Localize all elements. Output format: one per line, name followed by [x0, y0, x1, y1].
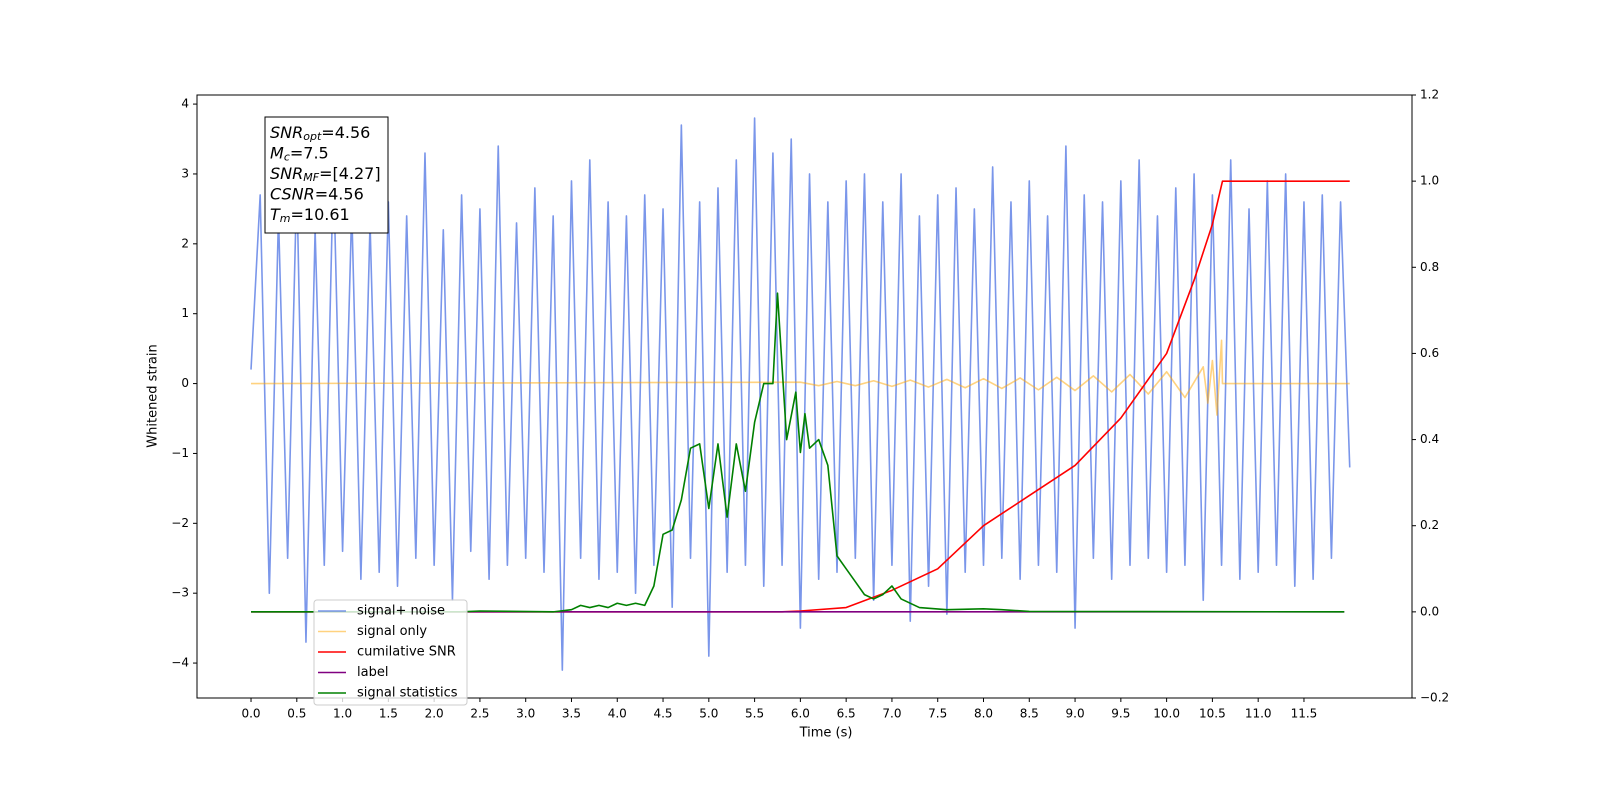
x-tick-label: 10.5: [1199, 707, 1226, 721]
legend-label: signal+ noise: [357, 604, 445, 619]
annotation-value: =4.56: [315, 184, 364, 203]
y-tick-label: 3: [181, 166, 189, 180]
y2-tick-label: 0.4: [1420, 432, 1439, 446]
x-tick-label: 4.0: [608, 707, 627, 721]
annotation-subscript: MF: [303, 171, 319, 184]
x-tick-label: 8.0: [974, 707, 993, 721]
y-tick-label: 2: [181, 236, 189, 250]
x-tick-label: 1.0: [333, 707, 352, 721]
series-line: [250, 117, 1351, 671]
x-tick-label: 7.5: [928, 707, 947, 721]
plot-frame: [196, 94, 1413, 699]
x-tick-label: 9.5: [1111, 707, 1130, 721]
x-tick-label: 7.0: [882, 707, 901, 721]
annotation-value: =10.61: [291, 205, 350, 224]
y-tick-label: −1: [171, 446, 189, 460]
y2-tick-label: 1.0: [1420, 174, 1439, 188]
annotation-symbol: SNR: [270, 123, 303, 142]
annotation-subscript: opt: [303, 130, 322, 143]
y2-tick-label: 0.0: [1420, 604, 1439, 618]
legend-label: signal statistics: [357, 686, 458, 701]
x-tick-label: 6.0: [791, 707, 810, 721]
series-line: [251, 180, 1350, 613]
y-tick-label: −3: [171, 586, 189, 600]
x-tick-label: 0.5: [287, 707, 306, 721]
y2-tick-label: 0.6: [1420, 346, 1439, 360]
annotation-line: SNRopt=4.56: [270, 123, 370, 144]
annotation-value: =[4.27]: [319, 164, 381, 183]
annotation-symbol: CSNR: [270, 184, 315, 203]
y2-tick-label: −0.2: [1420, 691, 1449, 705]
x-tick-label: 5.5: [745, 707, 764, 721]
annotation-value: =4.56: [321, 123, 370, 142]
x-tick-label: 10.0: [1153, 707, 1180, 721]
x-tick-label: 8.5: [1020, 707, 1039, 721]
annotation-line: Mc=7.5: [270, 143, 329, 164]
annotation-line: CSNR=4.56: [270, 184, 364, 203]
y-axis-label: Whitened strain: [146, 344, 161, 447]
x-tick-label: 3.0: [516, 707, 535, 721]
x-tick-label: 1.5: [379, 707, 398, 721]
y-tick-label: −2: [171, 516, 189, 530]
x-tick-label: 6.5: [837, 707, 856, 721]
annotation-value: =7.5: [290, 143, 329, 162]
legend-label: signal only: [357, 624, 427, 639]
series-line: [251, 292, 1345, 613]
x-tick-label: 2.5: [470, 707, 489, 721]
x-tick-label: 11.5: [1291, 707, 1318, 721]
y2-tick-label: 1.2: [1420, 88, 1439, 102]
legend-box: [313, 599, 468, 706]
y2-tick-label: 0.2: [1420, 518, 1439, 532]
annotation: SNRopt=4.56Mc=7.5SNRMF=[4.27]CSNR=4.56Tm…: [264, 116, 389, 234]
x-tick-label: 0.0: [241, 707, 260, 721]
y-tick-label: 4: [181, 97, 189, 111]
legend-label: cumilative SNR: [357, 645, 456, 660]
y-tick-label: −4: [171, 656, 189, 670]
y-tick-label: 1: [181, 306, 189, 320]
y2-tick-label: 0.8: [1420, 260, 1439, 274]
x-tick-label: 4.5: [653, 707, 672, 721]
series-line: [251, 339, 1350, 416]
x-tick-label: 2.0: [425, 707, 444, 721]
annotation-subscript: m: [280, 212, 291, 225]
annotation-symbol: T: [270, 205, 281, 224]
annotation-box: [264, 116, 389, 234]
x-tick-label: 5.0: [699, 707, 718, 721]
x-tick-label: 9.0: [1066, 707, 1085, 721]
annotation-subscript: c: [284, 151, 290, 164]
x-axis-label: Time (s): [799, 726, 853, 741]
x-tick-label: 11.0: [1245, 707, 1272, 721]
legend: signal+ noise signal only cumilative SNR la…: [313, 599, 468, 706]
legend-label: label: [357, 665, 388, 680]
annotation-line: SNRMF=[4.27]: [270, 164, 381, 185]
annotation-line: Tm=10.61: [270, 205, 350, 226]
annotation-symbol: M: [270, 143, 284, 162]
annotation-symbol: SNR: [270, 164, 303, 183]
y-tick-label: 0: [181, 376, 189, 390]
x-tick-label: 3.5: [562, 707, 581, 721]
